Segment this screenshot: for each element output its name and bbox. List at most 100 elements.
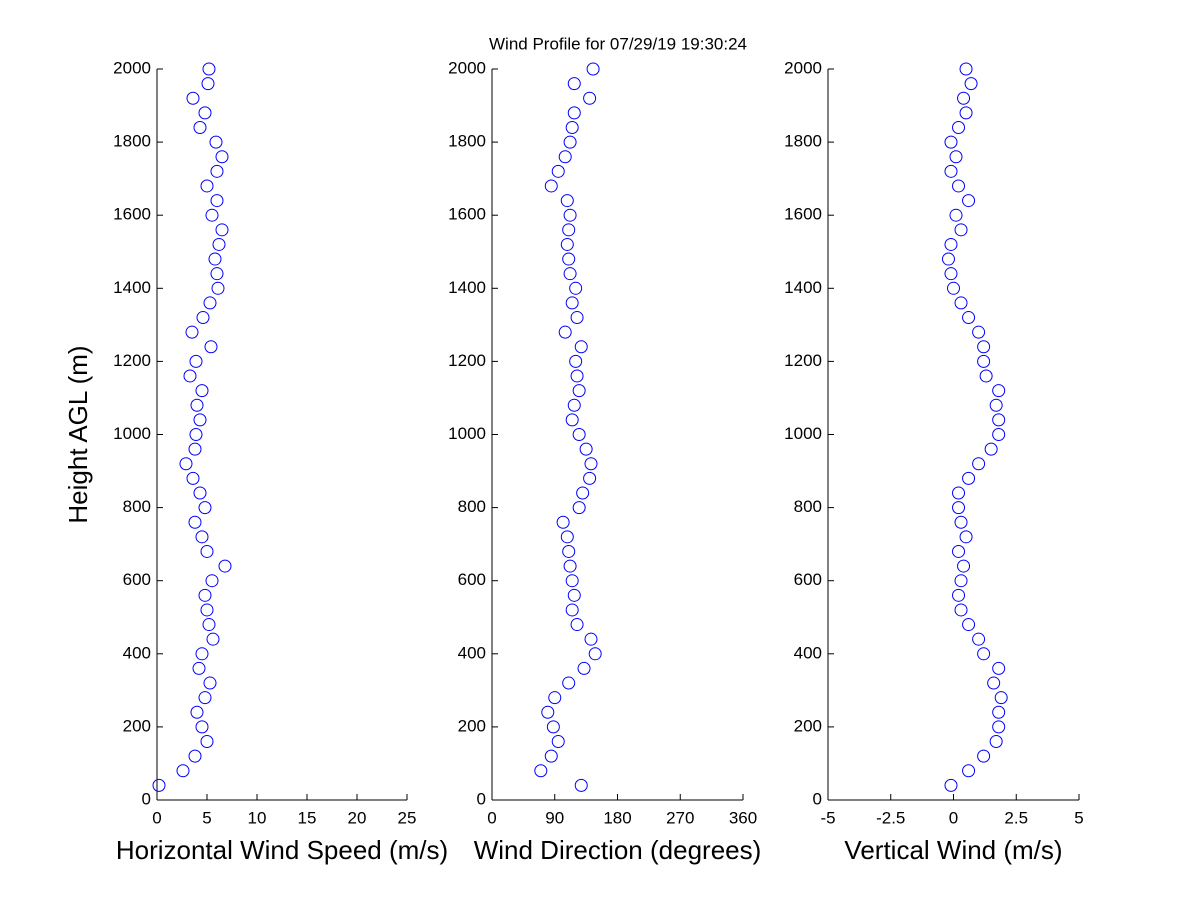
point: [944, 237, 958, 251]
point: [962, 618, 976, 632]
point: [212, 237, 226, 251]
point: [987, 676, 1001, 690]
point: [992, 413, 1006, 427]
point: [570, 618, 584, 632]
point: [992, 384, 1006, 398]
x-tick-label: 180: [603, 808, 631, 827]
point: [563, 559, 577, 573]
point: [567, 398, 581, 412]
point: [584, 457, 598, 471]
point: [560, 194, 574, 208]
point: [203, 296, 217, 310]
point: [954, 223, 968, 237]
point: [992, 661, 1006, 675]
point: [544, 179, 558, 193]
x-tick-label: 90: [545, 808, 564, 827]
x-tick-label: 20: [348, 808, 367, 827]
point: [179, 457, 193, 471]
y-tick-label: 1600: [784, 205, 822, 224]
y-tick-label: 200: [458, 716, 486, 735]
point: [205, 574, 219, 588]
point: [152, 778, 166, 792]
point: [551, 735, 565, 749]
point: [193, 120, 207, 134]
x-tick-label: 0: [152, 808, 161, 827]
point: [192, 661, 206, 675]
figure-title: Wind Profile for 07/29/19 19:30:24: [489, 34, 747, 53]
point: [954, 574, 968, 588]
y-tick-label: 400: [123, 643, 151, 662]
point: [952, 588, 966, 602]
point: [560, 530, 574, 544]
point: [551, 164, 565, 178]
point: [562, 223, 576, 237]
point: [577, 661, 591, 675]
point: [196, 311, 210, 325]
point: [972, 325, 986, 339]
point: [202, 618, 216, 632]
x-axis-label: Vertical Wind (m/s): [844, 835, 1062, 865]
point: [193, 486, 207, 500]
point: [992, 428, 1006, 441]
point: [560, 237, 574, 251]
point: [210, 194, 224, 208]
x-tick-label: 0: [487, 808, 496, 827]
y-tick-label: 0: [142, 789, 151, 808]
point: [992, 720, 1006, 734]
y-tick-label: 600: [794, 570, 822, 589]
point: [195, 720, 209, 734]
y-tick-label: 600: [123, 570, 151, 589]
y-tick-label: 1400: [784, 278, 822, 297]
point: [546, 720, 560, 734]
y-tick-label: 1000: [784, 424, 822, 443]
y-tick-label: 1200: [113, 351, 151, 370]
x-tick-label: 2.5: [1004, 808, 1028, 827]
point: [548, 691, 562, 705]
point: [206, 632, 220, 646]
point: [567, 106, 581, 120]
point: [190, 398, 204, 412]
point: [944, 267, 958, 281]
x-tick-label: 360: [729, 808, 757, 827]
x-tick-label: 0: [949, 808, 958, 827]
point: [209, 135, 223, 149]
point: [541, 705, 555, 719]
point: [572, 384, 586, 398]
point: [176, 764, 190, 778]
point: [583, 91, 597, 105]
point: [215, 223, 229, 237]
point: [205, 208, 219, 222]
y-tick-label: 400: [794, 643, 822, 662]
point: [556, 515, 570, 529]
y-tick-label: 200: [794, 716, 822, 735]
point: [210, 164, 224, 178]
point: [183, 369, 197, 383]
point: [218, 559, 232, 573]
point: [195, 647, 209, 661]
point: [941, 252, 955, 266]
point: [565, 413, 579, 427]
y-tick-label: 1200: [784, 351, 822, 370]
x-tick-label: -2.5: [876, 808, 905, 827]
y-tick-label: 600: [458, 570, 486, 589]
point: [563, 208, 577, 222]
y-tick-label: 1800: [784, 132, 822, 151]
point: [949, 150, 963, 164]
x-tick-label: 25: [398, 808, 417, 827]
point: [989, 735, 1003, 749]
point: [586, 62, 600, 76]
y-tick-label: 1400: [448, 278, 486, 297]
point: [208, 252, 222, 266]
point: [198, 588, 212, 602]
point: [563, 267, 577, 281]
y-tick-label: 1000: [448, 424, 486, 443]
point: [567, 588, 581, 602]
point: [576, 486, 590, 500]
point: [558, 150, 572, 164]
y-tick-label: 1800: [448, 132, 486, 151]
point: [215, 150, 229, 164]
point: [984, 442, 998, 456]
y-tick-label: 800: [123, 497, 151, 516]
